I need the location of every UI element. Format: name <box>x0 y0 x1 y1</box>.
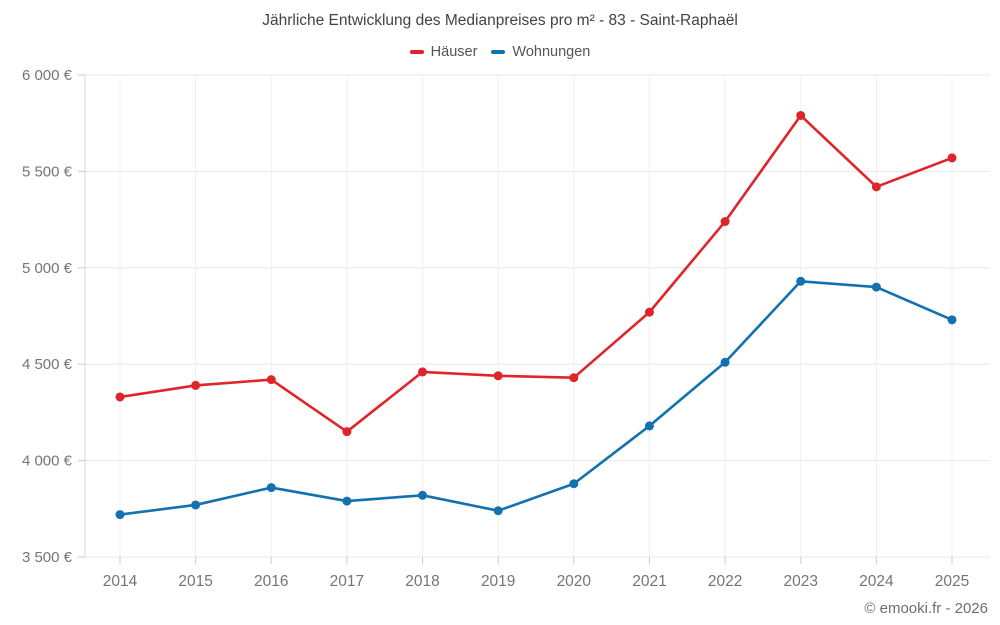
data-point-wohnungen-2022[interactable] <box>720 357 730 367</box>
data-point-häuser-2017[interactable] <box>342 427 352 437</box>
data-point-wohnungen-2020[interactable] <box>569 479 579 489</box>
data-point-häuser-2023[interactable] <box>796 110 806 120</box>
x-tick-label: 2015 <box>178 573 212 590</box>
y-tick-label: 6 000 € <box>22 67 73 84</box>
copyright-credit: © emooki.fr - 2026 <box>864 600 988 617</box>
data-point-wohnungen-2017[interactable] <box>342 496 352 506</box>
data-point-wohnungen-2018[interactable] <box>418 490 428 500</box>
y-tick-label: 5 500 € <box>22 163 73 180</box>
data-point-wohnungen-2015[interactable] <box>191 500 201 510</box>
data-point-wohnungen-2025[interactable] <box>947 315 957 325</box>
data-point-häuser-2019[interactable] <box>493 371 503 381</box>
y-tick-label: 5 000 € <box>22 260 73 277</box>
x-tick-label: 2024 <box>859 573 894 590</box>
data-point-wohnungen-2016[interactable] <box>266 483 276 493</box>
data-point-häuser-2024[interactable] <box>871 182 881 192</box>
data-point-häuser-2014[interactable] <box>115 392 125 402</box>
data-point-häuser-2020[interactable] <box>569 373 579 383</box>
series-line-wohnungen <box>118 279 954 516</box>
legend: Häuser Wohnungen <box>0 44 1000 60</box>
x-tick-label: 2025 <box>935 573 969 590</box>
y-tick-label: 3 500 € <box>22 549 73 566</box>
data-point-wohnungen-2021[interactable] <box>644 421 654 431</box>
series-line-häuser <box>118 114 954 433</box>
x-tick-label: 2021 <box>632 573 666 590</box>
legend-swatch-haeuser-icon <box>409 49 424 55</box>
y-tick-label: 4 500 € <box>22 356 73 373</box>
x-tick-label: 2017 <box>330 573 364 590</box>
x-tick-label: 2020 <box>557 573 592 590</box>
x-tick-label: 2016 <box>254 573 288 590</box>
data-point-häuser-2015[interactable] <box>191 380 201 390</box>
data-point-häuser-2021[interactable] <box>644 307 654 317</box>
y-tick-label: 4 000 € <box>22 453 73 470</box>
legend-item-wohnungen[interactable]: Wohnungen <box>491 44 590 60</box>
legend-label-wohnungen: Wohnungen <box>512 44 591 60</box>
data-point-wohnungen-2023[interactable] <box>796 276 806 286</box>
x-tick-label: 2018 <box>405 573 439 590</box>
data-point-häuser-2018[interactable] <box>418 367 428 377</box>
x-tick-label: 2023 <box>783 573 817 590</box>
data-point-wohnungen-2019[interactable] <box>493 506 503 516</box>
legend-swatch-wohnungen-icon <box>491 49 506 55</box>
data-point-häuser-2016[interactable] <box>266 375 276 385</box>
x-tick-label: 2014 <box>103 573 138 590</box>
x-tick-label: 2019 <box>481 573 515 590</box>
legend-label-haeuser: Häuser <box>430 44 478 60</box>
data-point-häuser-2025[interactable] <box>947 153 957 163</box>
x-tick-label: 2022 <box>708 573 742 590</box>
data-point-wohnungen-2014[interactable] <box>115 510 125 520</box>
legend-item-haeuser[interactable]: Häuser <box>409 44 478 60</box>
data-point-häuser-2022[interactable] <box>720 217 730 227</box>
data-point-wohnungen-2024[interactable] <box>871 282 881 292</box>
chart-title: Jährliche Entwicklung des Medianpreises … <box>262 12 738 29</box>
